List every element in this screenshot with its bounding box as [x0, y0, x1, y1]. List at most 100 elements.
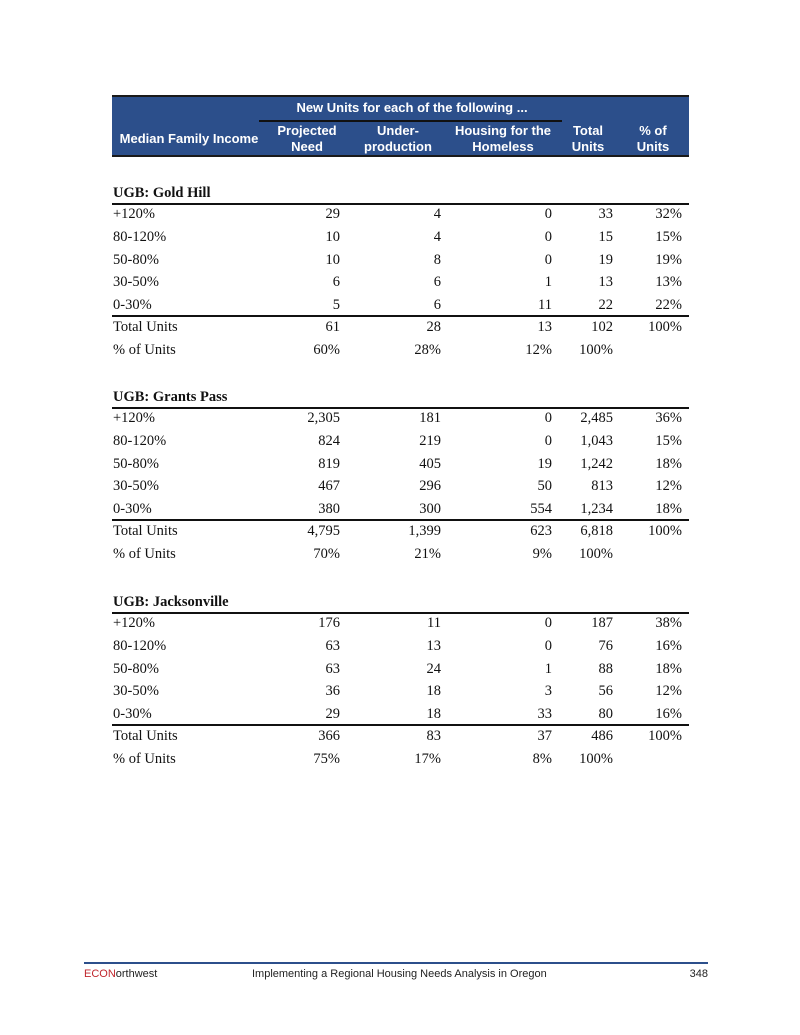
pct-row-label: % of Units [113, 342, 176, 358]
table-row-value: 18% [655, 660, 682, 677]
total-row-value: 100% [648, 319, 682, 335]
table-row-label: 0-30% [113, 706, 152, 723]
table-row-label: 0-30% [113, 297, 152, 314]
table-row-value: 1,234 [580, 501, 613, 518]
table-row-value: 819 [318, 455, 340, 472]
table-row-value: 15 [598, 228, 614, 245]
pct-row-value: 70% [313, 546, 340, 562]
table-row-value: 824 [318, 432, 340, 449]
col-total-units: Total Units [571, 123, 605, 154]
table-row-label: 80-120% [113, 637, 167, 654]
table-row-value: 24 [426, 660, 442, 677]
table-row-label: +120% [113, 615, 156, 631]
table-row-value: 12% [655, 683, 682, 700]
table-row-value: 19 [598, 251, 614, 268]
table-row-value: 13 [598, 274, 614, 291]
pct-row-label: % of Units [113, 546, 176, 562]
total-row-value: 83 [426, 728, 442, 744]
table-row-value: 15% [655, 432, 682, 449]
table-row-label: 30-50% [113, 274, 159, 291]
table-row-value: 10 [325, 228, 341, 245]
table-row-label: 0-30% [113, 501, 152, 518]
table-row-value: 29 [325, 206, 341, 222]
table-row-value: 76 [598, 637, 614, 654]
col-projected-need: Projected Need [277, 123, 337, 154]
table-row-value: 6 [433, 274, 441, 291]
table-row-value: 15% [655, 228, 682, 245]
table-row-value: 18% [655, 455, 682, 472]
table-row-value: 0 [544, 206, 552, 222]
total-row-value: 13 [537, 319, 553, 335]
table-row-value: 405 [419, 455, 441, 472]
pct-row-value: 8% [532, 751, 552, 767]
pct-row-value: 21% [414, 546, 441, 562]
table-row-value: 22 [598, 297, 614, 314]
table-row-value: 19% [655, 251, 682, 268]
table-row-value: 554 [530, 501, 552, 518]
table-row-value: 1 [544, 274, 552, 291]
table-row-value: 181 [419, 410, 441, 426]
table-row-value: 88 [598, 660, 614, 677]
table-row-value: 813 [591, 478, 613, 495]
total-rule [112, 724, 689, 726]
table-row-value: 219 [419, 432, 441, 449]
section-title: UGB: Gold Hill [113, 185, 211, 201]
table-row-value: 22% [655, 297, 682, 314]
table-row-value: 16% [655, 706, 682, 723]
table-row-value: 6 [433, 297, 441, 314]
footer-title: Implementing a Regional Housing Needs An… [252, 968, 547, 980]
table-row-value: 80 [598, 706, 614, 723]
total-rule [112, 315, 689, 317]
table-row-value: 50 [537, 478, 553, 495]
table-row-value: 187 [591, 615, 613, 631]
table-row-value: 4 [433, 206, 441, 222]
table-row-value: 6 [332, 274, 340, 291]
table-row-value: 380 [318, 501, 340, 518]
table-row-label: 30-50% [113, 683, 159, 700]
total-row-value: 37 [537, 728, 553, 744]
col-underproduction: Under- production [364, 123, 432, 154]
table-row-value: 32% [655, 206, 682, 222]
table-row-value: 0 [544, 432, 552, 449]
total-row-value: 102 [591, 319, 613, 335]
table-row-value: 29 [325, 706, 341, 723]
table-row-value: 56 [598, 683, 614, 700]
total-rule [112, 519, 689, 521]
table-row-value: 11 [538, 297, 552, 314]
pct-row-value: 100% [579, 342, 613, 358]
section-rule [112, 407, 689, 409]
total-row-label: Total Units [113, 319, 178, 335]
table-row-value: 13% [655, 274, 682, 291]
col-median-family-income: Median Family Income [119, 131, 259, 146]
table-row-value: 36% [655, 410, 682, 426]
pct-row-value: 75% [313, 751, 340, 767]
table-row-value: 36 [325, 683, 341, 700]
section-title: UGB: Grants Pass [113, 389, 228, 405]
table-row-value: 0 [544, 251, 552, 268]
pct-row-value: 9% [532, 546, 552, 562]
table-row-label: 50-80% [113, 660, 159, 677]
table-row-value: 63 [325, 660, 341, 677]
group-header-rule [259, 120, 562, 122]
section-rule [112, 203, 689, 205]
page-number: 348 [689, 968, 708, 980]
total-row-value: 100% [648, 523, 682, 539]
table-row-label: 50-80% [113, 251, 159, 268]
table-row-value: 0 [544, 228, 552, 245]
table-row-value: 4 [433, 228, 441, 245]
total-row-value: 486 [591, 728, 613, 744]
table-row-value: 3 [544, 683, 552, 700]
table-row-value: 1 [544, 660, 552, 677]
table-row-value: 300 [419, 501, 441, 518]
table-row-value: 63 [325, 637, 341, 654]
table-row-label: +120% [113, 206, 156, 222]
table-row-value: 2,485 [580, 410, 613, 426]
table-row-value: 0 [544, 615, 552, 631]
total-row-value: 61 [325, 319, 341, 335]
total-row-value: 28 [426, 319, 442, 335]
table-row-value: 1,043 [580, 432, 613, 449]
pct-row-label: % of Units [113, 751, 176, 767]
total-row-value: 366 [318, 728, 340, 744]
table-row-value: 0 [544, 410, 552, 426]
